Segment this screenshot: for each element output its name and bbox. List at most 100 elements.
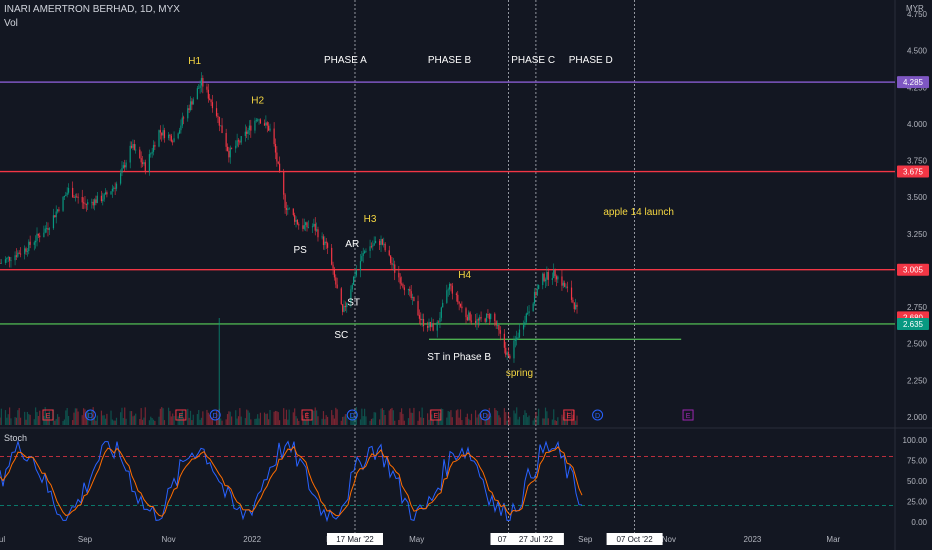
volume-bar — [111, 419, 113, 425]
volume-bar — [24, 411, 26, 425]
candle-body — [324, 241, 326, 246]
volume-bar — [313, 410, 315, 425]
earnings-marker-label: E — [305, 413, 310, 420]
volume-bar — [37, 415, 39, 425]
volume-bar — [288, 409, 290, 425]
candle-body — [543, 273, 545, 282]
candle-body — [77, 196, 79, 198]
candle-body — [495, 321, 497, 326]
candle-body — [522, 324, 525, 330]
volume-bar — [130, 411, 133, 425]
volume-bar — [446, 417, 448, 425]
candle-body — [198, 88, 200, 89]
volume-bar — [189, 410, 192, 425]
candle-body — [161, 132, 163, 136]
candle-body — [189, 101, 192, 110]
volume-bar — [0, 408, 2, 425]
candle-body — [411, 296, 414, 298]
candle-body — [47, 228, 49, 230]
y-tick-label: 3.750 — [907, 157, 928, 166]
candle-body — [207, 89, 209, 99]
volume-bar — [372, 418, 374, 425]
candle-body — [346, 302, 348, 308]
earnings-marker — [682, 409, 694, 421]
volume-bar — [132, 416, 134, 425]
candle-body — [487, 313, 489, 315]
candle-body — [178, 130, 181, 134]
volume-bar — [10, 418, 12, 425]
x-highlight-box — [606, 533, 663, 545]
candle-body — [554, 269, 556, 277]
volume-bar — [124, 407, 126, 425]
volume-bar — [151, 417, 153, 425]
volume-bar — [448, 411, 451, 425]
candle-body — [546, 272, 548, 280]
volume-bar — [209, 414, 211, 425]
volume-bar — [384, 415, 386, 425]
candle-body — [561, 276, 563, 286]
volume-bar — [231, 416, 233, 425]
dividend-marker-label: D — [88, 413, 93, 420]
candle-body — [564, 282, 566, 287]
candle-body — [140, 158, 142, 163]
volume-bar — [564, 411, 566, 425]
volume-bar — [303, 418, 305, 425]
candle-body — [370, 246, 373, 248]
candle-body — [390, 255, 392, 263]
volume-bar — [167, 407, 170, 425]
volume-bar — [484, 420, 486, 425]
candle-body — [55, 211, 57, 218]
volume-bar — [26, 411, 29, 425]
volume-bar — [410, 412, 412, 425]
volume-bar — [7, 414, 9, 425]
volume-bar — [399, 412, 401, 425]
candle-body — [458, 301, 460, 304]
volume-bar — [273, 411, 275, 425]
candle-body — [139, 149, 141, 159]
volume-bar — [206, 409, 208, 425]
candle-body — [100, 195, 103, 201]
candle-body — [162, 130, 164, 136]
volume-bar — [207, 412, 209, 425]
earnings-marker-label: E — [46, 413, 51, 420]
volume-bar — [250, 419, 252, 425]
candle-body — [365, 250, 367, 252]
stoch-y-tick: 50.00 — [907, 477, 928, 486]
candle-body — [359, 261, 362, 271]
candle-body — [210, 99, 212, 103]
volume-bar — [498, 415, 500, 425]
volume-bar — [187, 408, 189, 425]
candle-body — [172, 141, 174, 143]
candle-body — [125, 162, 127, 168]
volume-bar — [350, 413, 352, 425]
candle-body — [566, 286, 569, 288]
volume-bar — [369, 420, 371, 425]
candle-body — [113, 187, 115, 189]
y-tick-label: 2.250 — [907, 376, 928, 385]
candle-body — [469, 312, 471, 321]
candle-body — [285, 208, 288, 210]
candle-body — [333, 268, 336, 278]
x-tick-label: 2022 — [243, 535, 261, 544]
annotation-label: H4 — [458, 270, 471, 281]
volume-bar — [409, 408, 411, 425]
candle-body — [76, 196, 78, 198]
candle-body — [353, 276, 355, 285]
volume-bar — [274, 410, 277, 425]
candle-body — [457, 294, 459, 302]
candle-body — [209, 98, 211, 100]
candle-body — [422, 319, 425, 327]
y-tick-label: 4.000 — [907, 120, 928, 129]
volume-bar — [365, 416, 367, 425]
volume-bar — [411, 412, 414, 425]
volume-bar — [325, 415, 327, 425]
earnings-marker — [563, 409, 575, 421]
stoch-k-line — [0, 439, 583, 523]
candle-body — [28, 241, 30, 252]
volume-bar — [398, 419, 400, 425]
annotation-label: spring — [506, 368, 533, 379]
candle-body — [133, 144, 135, 150]
volume-bar — [110, 410, 112, 425]
candle-body — [17, 252, 19, 257]
